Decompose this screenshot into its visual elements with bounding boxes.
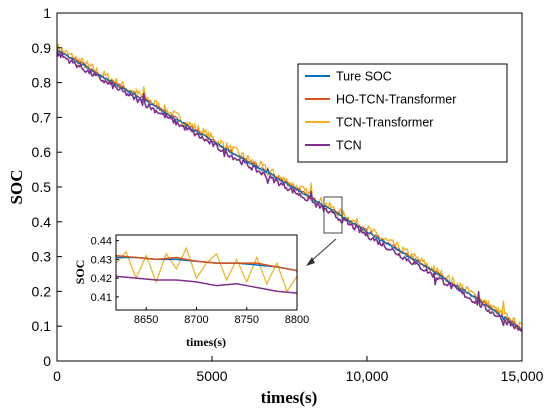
y-tick-label: 0.7 bbox=[32, 109, 52, 125]
legend-box bbox=[297, 63, 508, 163]
x-axis-ticks: 0 5000 10,000 15,000 bbox=[53, 356, 544, 384]
inset-y-tick-label: 0.43 bbox=[91, 254, 112, 266]
x-tick-label: 5000 bbox=[196, 368, 227, 384]
legend-label-ho-tcn-transformer: HO-TCN-Transformer bbox=[336, 93, 456, 107]
inset-x-axis-title: times(s) bbox=[186, 335, 226, 349]
legend-label-tcn-transformer: TCN-Transformer bbox=[336, 116, 433, 130]
inset-y-tick-label: 0.42 bbox=[91, 273, 112, 285]
inset-series-line-ho-tcn-transformer bbox=[115, 254, 298, 272]
series-line-ture-soc bbox=[56, 49, 523, 331]
y-tick-label: 0.1 bbox=[32, 318, 52, 334]
inset-zoom-chart: 8650 8700 8750 8800 0.41 0.42 0.43 0.44 times(… bbox=[73, 228, 309, 349]
zoom-arrow-head bbox=[306, 257, 315, 266]
x-tick-label: 10,000 bbox=[346, 368, 389, 384]
inset-frame bbox=[115, 234, 298, 311]
x-axis-title: times(s) bbox=[261, 388, 318, 407]
inset-y-axis-ticks: 0.41 0.42 0.43 0.44 bbox=[91, 236, 119, 304]
y-axis-ticks: 0 0.1 0.2 0.3 0.4 0.5 0.6 0.7 0.8 0.9 1 bbox=[32, 5, 62, 369]
main-series-lines bbox=[56, 43, 523, 332]
x-tick-label: 0 bbox=[53, 368, 61, 384]
inset-y-axis-title: SOC bbox=[73, 260, 87, 285]
inset-y-tick-label: 0.41 bbox=[91, 292, 112, 304]
y-tick-label: 0.6 bbox=[32, 144, 52, 160]
legend-label-ture-soc: Ture SOC bbox=[336, 70, 392, 84]
y-tick-label: 0.2 bbox=[32, 283, 52, 299]
inset-series-line-tcn bbox=[115, 275, 298, 294]
legend: Ture SOC HO-TCN-Transformer TCN-Transforme… bbox=[297, 63, 508, 163]
y-tick-label: 0.3 bbox=[32, 249, 52, 265]
inset-x-tick-label: 8800 bbox=[285, 314, 309, 326]
inset-x-axis-ticks: 8650 8700 8750 8800 bbox=[134, 307, 309, 326]
inset-x-tick-label: 8700 bbox=[184, 314, 208, 326]
series-line-tcn bbox=[56, 51, 523, 332]
y-tick-label: 0 bbox=[43, 353, 51, 369]
legend-label-tcn: TCN bbox=[336, 139, 362, 153]
inset-series-line-tcn-transformer bbox=[115, 246, 298, 293]
zoom-region-box bbox=[323, 196, 343, 234]
inset-y-tick-label: 0.44 bbox=[91, 236, 112, 248]
y-axis-title: SOC bbox=[7, 170, 26, 205]
zoom-arrow-line bbox=[309, 238, 337, 263]
y-tick-label: 0.4 bbox=[32, 214, 52, 230]
y-tick-label: 1 bbox=[43, 5, 51, 21]
x-tick-label: 15,000 bbox=[501, 368, 544, 384]
y-tick-label: 0.9 bbox=[32, 40, 52, 56]
inset-series-lines bbox=[115, 246, 298, 294]
inset-x-tick-label: 8650 bbox=[134, 314, 158, 326]
inset-x-tick-label: 8750 bbox=[234, 314, 258, 326]
y-tick-label: 0.8 bbox=[32, 75, 52, 91]
y-tick-label: 0.5 bbox=[32, 179, 52, 195]
